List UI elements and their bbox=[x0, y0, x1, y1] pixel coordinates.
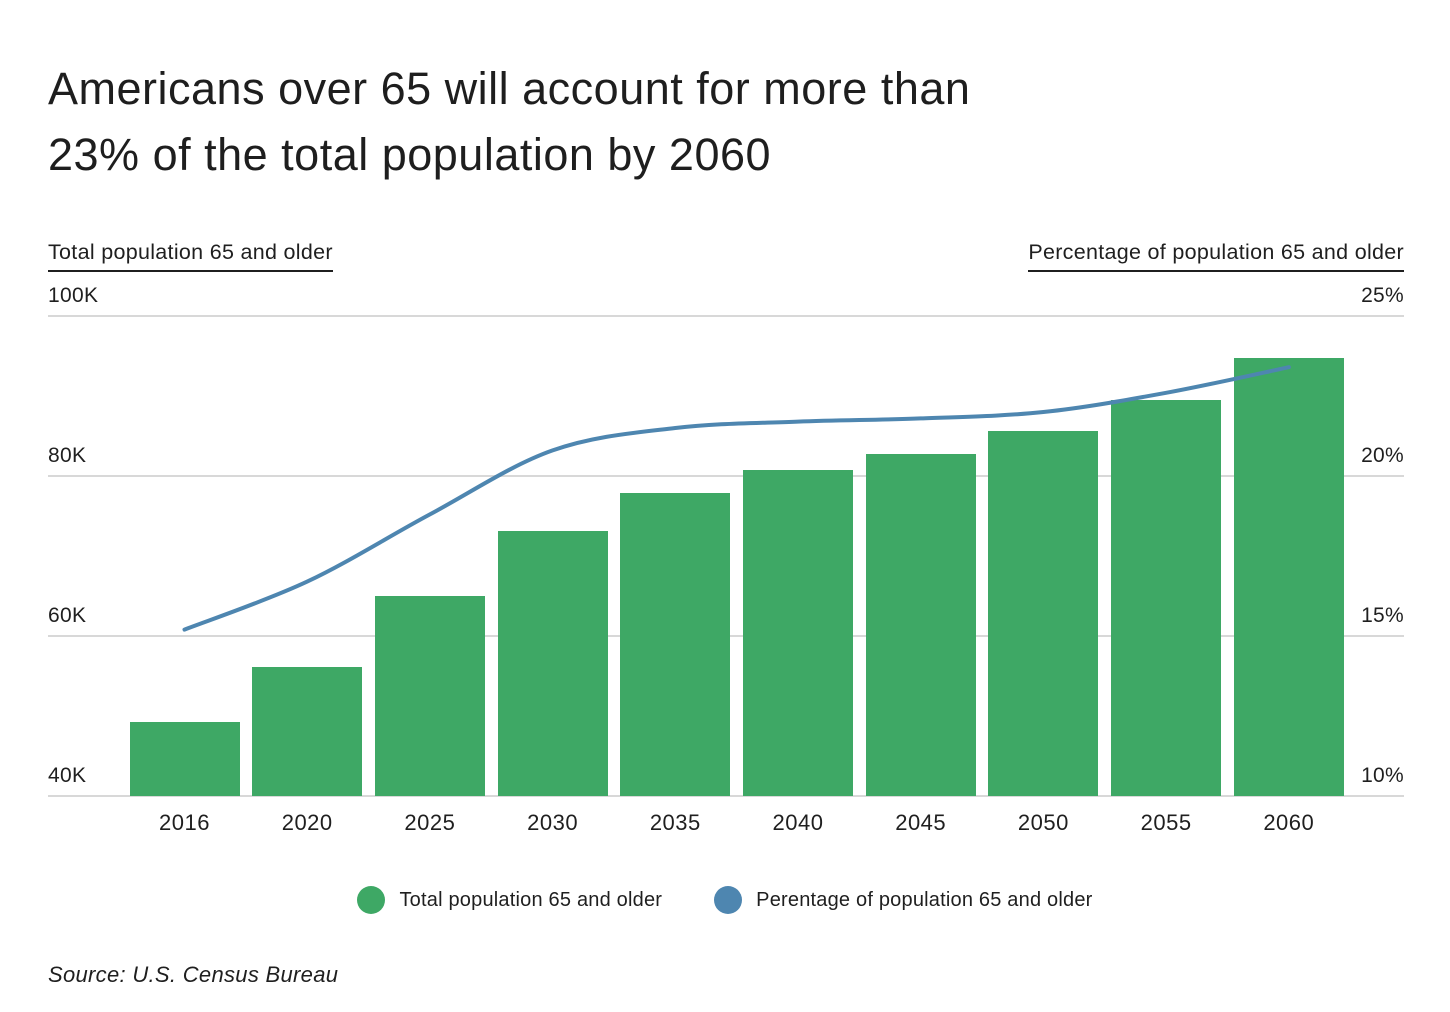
legend-item-1: Perentage of population 65 and older bbox=[714, 886, 1092, 914]
bar-2025 bbox=[374, 596, 485, 796]
right-axis-tick: 10% bbox=[1361, 764, 1404, 787]
left-axis-tick: 100K bbox=[48, 284, 99, 307]
x-axis-label: 2060 bbox=[1263, 810, 1315, 835]
bar-2030 bbox=[497, 531, 608, 796]
percentage-line bbox=[182, 365, 1291, 632]
source-note: Source: U.S. Census Bureau bbox=[48, 962, 339, 987]
bar-2060 bbox=[1233, 358, 1344, 796]
bar-2020 bbox=[252, 667, 363, 796]
x-axis-label: 2020 bbox=[281, 810, 333, 835]
gridline bbox=[48, 795, 1404, 797]
gridline bbox=[48, 315, 1404, 317]
x-axis-label: 2030 bbox=[527, 810, 579, 835]
right-axis-caption-text: Percentage of population 65 and older bbox=[1028, 240, 1404, 272]
right-axis-tick: 15% bbox=[1361, 604, 1404, 627]
right-axis-tick: 25% bbox=[1361, 284, 1404, 307]
x-axis-label: 2040 bbox=[772, 810, 824, 835]
chart-plot: 100K 25% 80K 20% 60K 15% 40K 10% 2016 2020 2025 203… bbox=[48, 284, 1404, 836]
x-axis-label: 2025 bbox=[404, 810, 456, 835]
right-axis-tick: 20% bbox=[1361, 444, 1404, 467]
legend-dot-icon bbox=[357, 886, 386, 914]
chart-legend: Total population 65 and older Perentage o… bbox=[0, 884, 1450, 916]
x-axis-label: 2016 bbox=[159, 810, 210, 835]
page-title-line-2: 23% of the total population by 2060 bbox=[48, 129, 772, 180]
left-axis-tick: 80K bbox=[48, 444, 87, 467]
percentage-line-chart bbox=[182, 365, 1291, 632]
x-axis-label: 2055 bbox=[1140, 810, 1192, 835]
right-axis-caption: Percentage of population 65 and older bbox=[1028, 240, 1404, 272]
left-axis-tick: 60K bbox=[48, 604, 87, 627]
bar-2045 bbox=[865, 453, 976, 796]
x-axis-label: 2050 bbox=[1017, 810, 1069, 835]
page-title-line-1: Americans over 65 will account for more … bbox=[48, 63, 971, 114]
left-axis-tick: 40K bbox=[48, 764, 87, 787]
bar-2050 bbox=[988, 431, 1099, 796]
x-axis-label: 2035 bbox=[649, 810, 701, 835]
page-title: Americans over 65 will account for more … bbox=[48, 56, 1378, 188]
bar-2040 bbox=[743, 469, 853, 796]
x-axis-label: 2045 bbox=[895, 810, 947, 835]
gridline bbox=[48, 475, 1404, 477]
bar-2055 bbox=[1111, 400, 1222, 796]
left-axis-caption: Total population 65 and older bbox=[48, 240, 333, 272]
legend-label: Total population 65 and older bbox=[399, 888, 663, 911]
bar-2016 bbox=[129, 722, 240, 796]
legend-dot-icon bbox=[714, 886, 743, 914]
legend-label: Perentage of population 65 and older bbox=[756, 888, 1093, 911]
legend-item-0: Total population 65 and older bbox=[357, 886, 662, 914]
bar-2035 bbox=[620, 492, 731, 796]
left-axis-caption-text: Total population 65 and older bbox=[48, 240, 333, 272]
